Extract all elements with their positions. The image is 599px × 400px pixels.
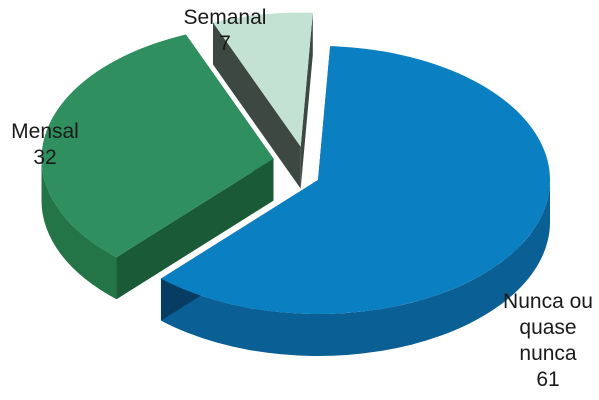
pie-slices — [41, 12, 550, 356]
data-label-mensal: Mensal 32 — [11, 120, 79, 169]
slice-top-mensal — [41, 34, 274, 258]
data-label-nunca-ou-quase-nunca: Nunca ou quase nunca 61 — [503, 290, 593, 391]
value-label-nunca-ou-quase-nunca: 61 — [536, 368, 559, 391]
slice-edge-mensal — [116, 158, 274, 300]
pie-labels: Nunca ou quase nunca 61 Mensal 32 Semanal 7 — [11, 6, 593, 391]
category-label-nunca-ou-quase-nunca: Nunca ou — [503, 290, 593, 313]
slice-top-semanal — [213, 12, 313, 147]
slice-side-nunca-ou-quase-nunca — [160, 180, 550, 356]
slice-edge-semanal — [300, 12, 313, 189]
slice-mensal — [41, 34, 274, 300]
value-label-mensal: 32 — [33, 146, 56, 169]
slice-nunca-ou-quase-nunca — [160, 46, 550, 356]
category-label-nunca-ou-quase-nunca: quase — [519, 316, 576, 339]
slice-side-mensal — [41, 158, 117, 300]
slice-top-nunca-ou-quase-nunca — [160, 46, 550, 314]
category-label-nunca-ou-quase-nunca: nunca — [519, 342, 577, 365]
category-label-mensal: Mensal — [11, 120, 79, 143]
slice-edge-semanal — [213, 22, 301, 189]
category-label-semanal: Semanal — [184, 6, 267, 29]
slice-semanal — [213, 12, 313, 189]
data-label-semanal: Semanal 7 — [184, 6, 267, 55]
value-label-semanal: 7 — [219, 32, 231, 55]
